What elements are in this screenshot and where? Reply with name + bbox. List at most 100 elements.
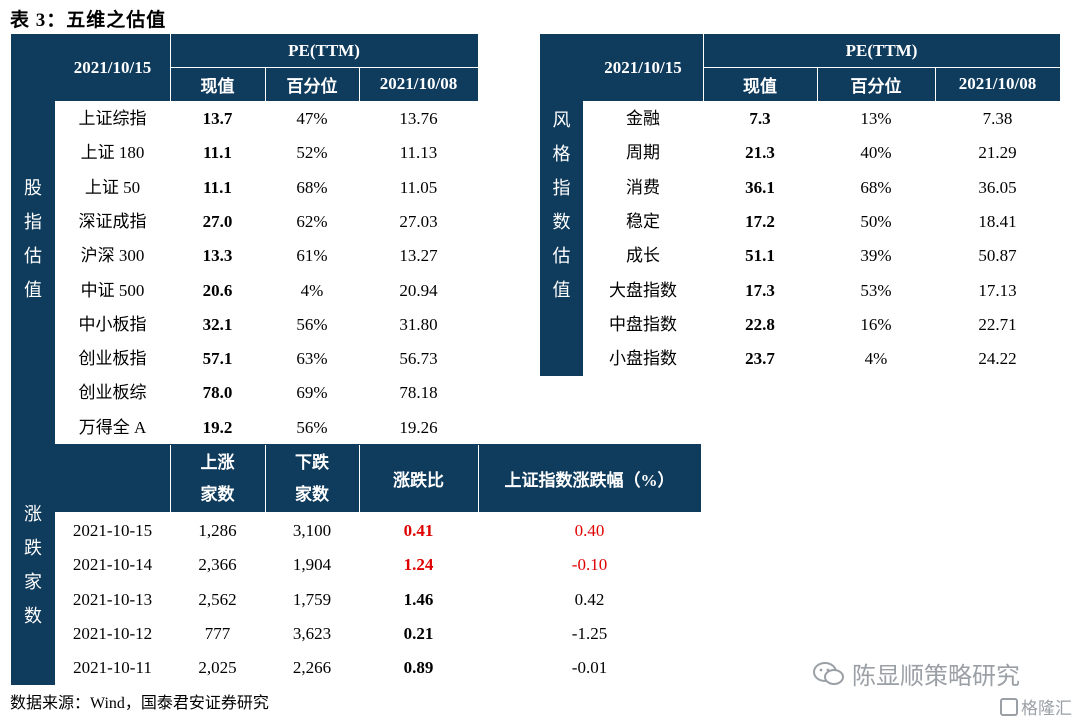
index-name: 上证 180: [80, 143, 145, 163]
pe-current: 78.0: [202, 383, 233, 403]
side-char: 家: [24, 572, 42, 592]
side-char: 指: [24, 212, 42, 232]
index-name: 大盘指数: [609, 280, 677, 300]
pe-prev: 21.29: [978, 143, 1017, 163]
watermark-logo: 格隆汇: [1000, 694, 1072, 719]
side-char: 指: [552, 178, 571, 198]
pe-prev: 19.26: [399, 417, 438, 437]
sse-change: 0.40: [574, 521, 605, 540]
side-char: 跌: [24, 538, 42, 558]
index-name: 万得全 A: [78, 417, 147, 437]
logo-mark-icon: [1000, 697, 1018, 716]
pe-prev: 24.22: [978, 349, 1017, 369]
table-row: 成长 51.1 39% 50.87: [583, 239, 1060, 273]
pe-percentile: 69%: [296, 383, 328, 403]
pe-percentile: 53%: [860, 280, 892, 300]
pe-current: 22.8: [745, 314, 775, 334]
advancers: 2,562: [198, 589, 237, 609]
pe-current: 51.1: [745, 246, 775, 266]
pe-header: PE(TTM): [845, 40, 918, 60]
pe-current: 17.2: [745, 211, 775, 231]
pe-percentile: 56%: [296, 314, 328, 334]
col-up-line: 上涨: [200, 452, 235, 472]
pe-percentile: 16%: [860, 314, 892, 334]
table-row: 上证 50 11.1 68% 11.05: [55, 171, 478, 205]
table-row: 大盘指数 17.3 53% 17.13: [583, 274, 1060, 308]
col-current: 现值: [743, 76, 777, 96]
sse-change: -1.25: [571, 623, 608, 643]
pe-current: 13.7: [202, 109, 233, 128]
broad-index-side-label: 股 指 估 值: [11, 34, 55, 444]
table-row: 中小板指 32.1 56% 31.80: [55, 308, 478, 342]
advancers: 2,025: [198, 658, 237, 678]
table-row: 稳定 17.2 50% 18.41: [583, 205, 1060, 239]
pe-current: 19.2: [202, 417, 233, 437]
trade-date: 2021-10-11: [73, 658, 152, 678]
index-name: 创业板指: [78, 349, 147, 369]
decliners: 1,759: [292, 589, 332, 609]
pe-prev: 17.13: [978, 280, 1017, 300]
trade-date: 2021-10-13: [72, 589, 153, 609]
side-char: 值: [24, 280, 42, 300]
side-char: 数: [552, 212, 571, 232]
index-name: 小盘指数: [609, 349, 677, 369]
logo-text: 格隆汇: [1021, 699, 1072, 719]
index-name: 金融: [626, 109, 660, 128]
col-percentile: 百分位: [850, 76, 902, 96]
pe-percentile: 68%: [860, 177, 892, 197]
pe-percentile: 61%: [296, 246, 328, 266]
sse-change: 0.42: [574, 589, 605, 609]
ad-ratio: 0.21: [403, 623, 434, 643]
decliners: 3,100: [292, 521, 332, 540]
date-header: 2021/10/15: [604, 57, 682, 77]
table-row: 2021-10-15 1,286 3,100 0.41 0.40: [55, 514, 701, 548]
table-title: 表 3：五维之估值: [10, 10, 167, 31]
ad-ratio: 1.24: [403, 555, 434, 575]
sse-change: -0.10: [571, 555, 608, 575]
col-prev: 2021/10/08: [958, 74, 1037, 93]
trade-date: 2021-10-12: [72, 623, 153, 643]
table-row: 中证 500 20.6 4% 20.94: [55, 274, 478, 308]
pe-prev: 78.18: [399, 383, 438, 403]
side-char: 涨: [24, 504, 42, 524]
side-char: 股: [24, 178, 42, 198]
date-header: 2021/10/15: [73, 57, 152, 77]
table-row: 2021-10-14 2,366 1,904 1.24 -0.10: [55, 548, 701, 582]
col-ratio: 涨跌比: [393, 471, 444, 490]
col-change: 上证指数涨跌幅（%）: [504, 471, 675, 490]
index-name: 消费: [626, 177, 660, 197]
pe-percentile: 56%: [296, 417, 328, 437]
index-name: 上证 50: [84, 177, 141, 197]
col-down-line: 下跌: [295, 452, 329, 472]
table-row: 上证 180 11.1 52% 11.13: [55, 136, 478, 170]
table-row: 万得全 A 19.2 56% 19.26: [55, 411, 478, 445]
pe-percentile: 50%: [860, 211, 892, 231]
index-name: 稳定: [626, 211, 660, 231]
trade-date: 2021-10-14: [72, 555, 153, 575]
table-row: 金融 7.3 13% 7.38: [583, 102, 1060, 136]
decliners: 2,266: [292, 658, 332, 678]
index-name: 中小板指: [78, 314, 147, 334]
wechat-icon: [813, 661, 844, 685]
col-prev: 2021/10/08: [379, 74, 458, 93]
table-row: 创业板综 78.0 69% 78.18: [55, 376, 478, 410]
pe-current: 7.3: [749, 109, 771, 128]
pe-current: 11.1: [203, 177, 232, 197]
advance-decline-side-label: 涨 跌 家 数: [11, 445, 55, 685]
advancers: 1,286: [198, 521, 237, 540]
ad-ratio: 0.89: [403, 658, 434, 678]
pe-prev: 11.05: [399, 177, 438, 197]
pe-prev: 56.73: [399, 349, 438, 369]
pe-prev: 27.03: [399, 211, 438, 231]
pe-prev: 20.94: [399, 280, 438, 300]
pe-current: 23.7: [745, 349, 775, 369]
index-name: 成长: [626, 246, 660, 266]
side-char: 估: [24, 246, 42, 266]
index-name: 中证 500: [80, 280, 145, 300]
pe-prev: 31.80: [399, 314, 438, 334]
col-down-line: 家数: [295, 484, 329, 504]
style-index-side-label: 风 格 指 数 估 值: [540, 34, 583, 376]
pe-prev: 22.71: [978, 314, 1017, 334]
pe-current: 20.6: [202, 280, 233, 300]
ad-ratio: 0.41: [403, 521, 434, 540]
